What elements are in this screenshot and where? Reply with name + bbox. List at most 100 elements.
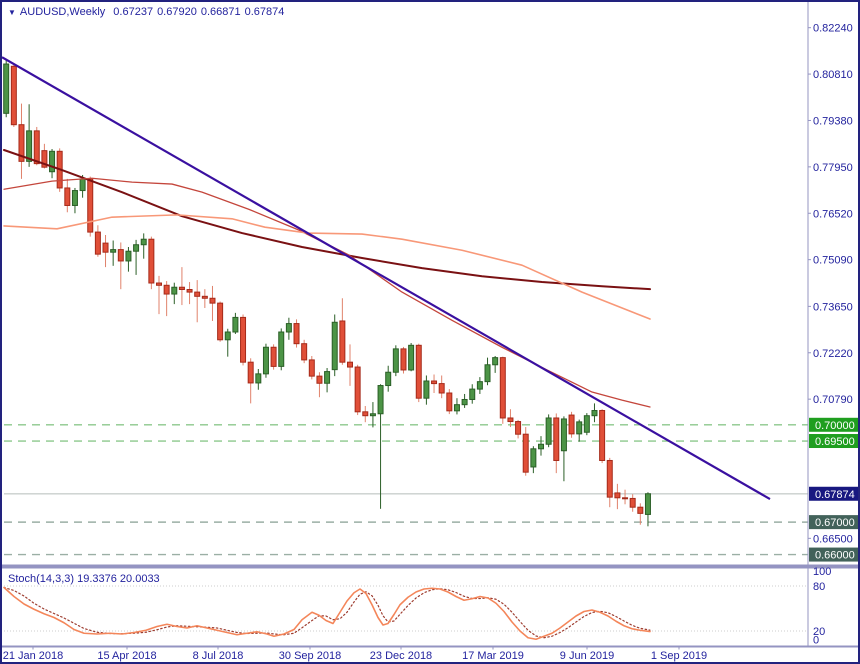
candle-body [247, 361, 254, 384]
candle-body [178, 286, 185, 291]
candle-body [515, 421, 522, 435]
candle-body [499, 357, 506, 419]
date-label: 17 Mar 2019 [462, 650, 524, 662]
price-tick-label: 0.79380 [813, 115, 853, 127]
price-level-badge [809, 515, 858, 530]
candle-body [140, 238, 147, 246]
candle-body [87, 178, 94, 233]
date-label: 21 Jan 2018 [3, 650, 64, 662]
candle-body [400, 348, 407, 371]
date-label: 1 Sep 2019 [651, 650, 707, 662]
candle-body [469, 388, 476, 400]
ohlc-open: 0.67237 [113, 6, 154, 18]
stoch-signal-line [3, 586, 651, 639]
candle-body [492, 357, 499, 366]
candle-body [431, 380, 438, 385]
trendline[interactable] [2, 56, 771, 501]
candle-body [408, 344, 415, 371]
date-label: 23 Dec 2018 [370, 650, 432, 662]
candle-body [224, 331, 231, 341]
stoch-main-line [3, 586, 651, 641]
time-axis[interactable]: 21 Jan 2018 15 Apr 2018 8 Jul 2018 30 Sep 2… [3, 645, 707, 663]
price-level-badge [809, 417, 858, 432]
panel-separator[interactable] [2, 564, 860, 569]
candle-body [583, 415, 590, 433]
candle-body [354, 366, 361, 413]
candle-body [102, 242, 109, 253]
price-tick-label: 0.76520 [813, 208, 853, 220]
stoch-scale-label: 0 [813, 635, 819, 647]
ohlc-high: 0.67920 [157, 6, 197, 18]
collapse-ohlc-icon[interactable]: ▼ [8, 7, 16, 17]
descending-trendline[interactable] [2, 56, 771, 501]
candle-body [538, 443, 544, 450]
candle-body [293, 323, 300, 345]
date-label: 9 Jun 2019 [560, 650, 614, 662]
candle-body [629, 497, 636, 508]
candle-body [392, 348, 399, 373]
stoch-scale-label: 100 [813, 566, 831, 578]
candle-body [599, 410, 606, 461]
price-level-badge-label: 0.70000 [815, 420, 855, 432]
candle-body [568, 414, 575, 435]
candle-body [94, 231, 101, 255]
candle-body [117, 249, 124, 262]
candle-body [301, 343, 308, 361]
candle-body [33, 130, 40, 165]
stochastic-panel[interactable] [3, 585, 808, 641]
candle-body [553, 417, 560, 461]
price-axis[interactable]: 0.82240 0.80810 0.79380 0.77950 0.76520 0.750… [808, 23, 859, 647]
candle-body [209, 297, 216, 304]
candle-body [461, 398, 468, 406]
chart-header: ▼ AUDUSD,Weekly 0.67237 0.67920 0.66871 … [8, 5, 284, 19]
price-level-badge-label: 0.66000 [815, 550, 855, 562]
candle-body [591, 410, 598, 417]
candle-body [362, 411, 369, 417]
time-axis-line [2, 645, 858, 648]
candle-body [316, 375, 323, 384]
candle-body [10, 65, 17, 126]
candle-body [26, 130, 33, 162]
candles[interactable] [3, 58, 651, 527]
level-lines[interactable] [4, 424, 808, 556]
candle-body [156, 282, 162, 286]
price-tick-label: 0.72220 [813, 348, 853, 360]
price-tick-label: 0.80810 [813, 69, 853, 81]
candle-body [110, 249, 117, 253]
symbol-period-label: AUDUSD,Weekly [19, 6, 106, 18]
candle-body [644, 493, 651, 515]
candle-body [614, 492, 621, 499]
candle-body [217, 302, 224, 341]
candle-body [64, 187, 71, 206]
candle-body [278, 331, 285, 367]
candle-body [545, 417, 552, 445]
price-level-badge-label: 0.69500 [815, 436, 855, 448]
price-level-badge [809, 486, 858, 501]
candle-body [331, 321, 338, 371]
stoch-scale-label: 80 [813, 581, 825, 593]
price-level-badge-label: 0.67874 [815, 489, 855, 501]
ohlc-close: 0.67874 [244, 6, 285, 18]
candle-body [240, 316, 247, 363]
candle-body [522, 433, 529, 473]
stoch-label: Stoch(14,3,3) 19.3376 20.0033 [8, 573, 160, 585]
price-tick-label: 0.82240 [813, 23, 853, 35]
candle-body [576, 421, 583, 435]
candle-body [347, 361, 353, 368]
candle-body [484, 364, 491, 383]
candle-body [507, 417, 514, 423]
candle-body [201, 295, 208, 299]
candle-body [270, 346, 277, 367]
ma-slow-maroon-line [3, 148, 651, 291]
ma-slow-maroon [3, 148, 651, 291]
candle-body [49, 150, 56, 173]
candle-body [385, 371, 392, 387]
candle-body [308, 359, 315, 377]
stoch-scale-label: 20 [813, 626, 825, 638]
candle-body [71, 190, 78, 206]
candle-body [133, 244, 140, 252]
candle-body [438, 383, 445, 394]
